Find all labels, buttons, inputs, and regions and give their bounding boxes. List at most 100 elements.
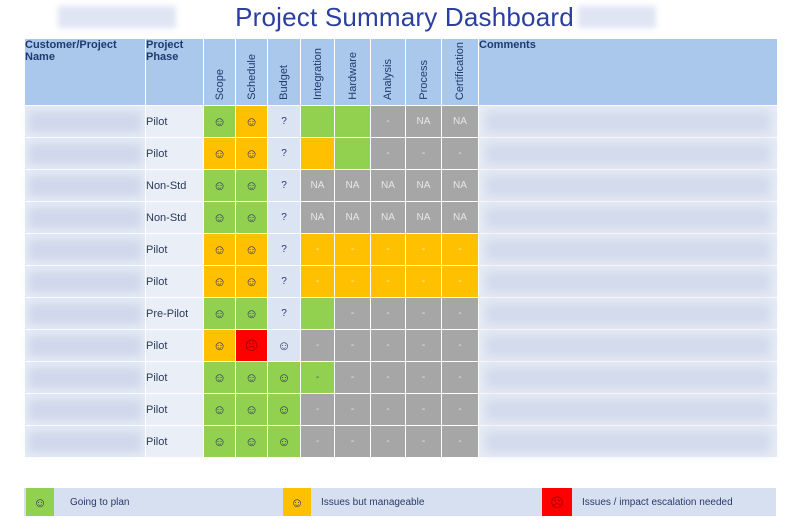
status-cell-budget: ? (267, 265, 301, 298)
comments-cell (478, 297, 778, 330)
smiley-face-icon: ☺ (212, 177, 227, 193)
status-cell-hardware: - (334, 265, 371, 298)
status-cell-integration: - (300, 361, 335, 394)
status-cell-process: - (405, 393, 442, 426)
table-row: Pilot ☺ ☺? - - - - - (24, 233, 778, 266)
status-text: - (421, 404, 426, 415)
status-cell-schedule: ☺ (235, 105, 268, 138)
phase-cell: Non-Std (145, 201, 204, 234)
redacted-logo-left (58, 6, 176, 28)
status-text: - (386, 340, 390, 351)
status-text: - (421, 436, 426, 447)
phase-cell: Pilot (145, 105, 204, 138)
redacted-text (485, 398, 771, 421)
header-schedule: Schedule (235, 38, 268, 106)
status-text: - (458, 372, 462, 383)
status-cell-scope: ☺ (203, 201, 236, 234)
status-cell-integration (300, 297, 335, 330)
redacted-text (29, 143, 141, 164)
customer-name-cell (24, 169, 146, 202)
status-text: - (386, 244, 390, 255)
status-text: NA (453, 180, 467, 191)
legend-label-issues-manageable: Issues but manageable (321, 496, 425, 508)
customer-name-cell (24, 265, 146, 298)
legend-label-going-to-plan: Going to plan (70, 496, 130, 508)
header-analysis: Analysis (370, 38, 406, 106)
smiley-face-icon: ☺ (277, 369, 291, 385)
status-cell-hardware: - (334, 425, 371, 458)
status-text: - (350, 404, 355, 415)
status-cell-process: - (405, 425, 442, 458)
redacted-text (29, 399, 141, 420)
status-cell-analysis: - (370, 425, 406, 458)
status-text: NA (381, 212, 395, 223)
comments-cell (478, 425, 778, 458)
header-comments: Comments (478, 38, 778, 106)
status-text: ? (281, 244, 287, 255)
phase-cell: Pilot (145, 393, 204, 426)
smiley-face-icon: ☺ (244, 401, 259, 417)
status-text: - (421, 308, 426, 319)
status-cell-budget: ? (267, 201, 301, 234)
smiley-face-icon: ☺ (212, 145, 227, 161)
status-text: NA (416, 116, 431, 127)
redacted-text (29, 431, 141, 452)
status-text: ? (281, 212, 287, 223)
smiley-face-icon: ☺ (212, 305, 227, 321)
status-text: NA (345, 180, 360, 191)
status-cell-hardware (334, 105, 371, 138)
status-text: - (458, 244, 462, 255)
status-text: ? (281, 116, 287, 127)
status-cell-analysis: NA (370, 201, 406, 234)
redacted-text (485, 238, 771, 261)
status-text: - (421, 340, 426, 351)
status-cell-hardware: - (334, 393, 371, 426)
status-cell-hardware (334, 137, 371, 170)
smiley-face-icon: ☺ (244, 113, 259, 129)
status-cell-process: - (405, 233, 442, 266)
phase-cell: Pre-Pilot (145, 297, 204, 330)
status-cell-process: NA (405, 201, 442, 234)
status-text: ? (281, 276, 287, 287)
customer-name-cell (24, 361, 146, 394)
status-text: - (315, 244, 320, 255)
status-text: - (350, 244, 355, 255)
status-cell-process: NA (405, 169, 442, 202)
redacted-text (485, 270, 771, 293)
status-text: ? (281, 308, 287, 319)
status-text: NA (310, 212, 325, 223)
header-budget: Budget (267, 38, 301, 106)
status-text: - (421, 148, 426, 159)
status-cell-scope: ☺ (203, 137, 236, 170)
status-cell-budget: ? (267, 105, 301, 138)
status-cell-process: - (405, 265, 442, 298)
status-cell-integration: - (300, 233, 335, 266)
legend: ☺ Going to plan ☺ Issues but manageable … (24, 488, 776, 516)
status-cell-scope: ☺ (203, 329, 236, 362)
status-cell-process: - (405, 361, 442, 394)
comments-cell (478, 201, 778, 234)
status-cell-certification: - (441, 233, 479, 266)
redacted-text (29, 335, 141, 356)
status-text: - (350, 372, 355, 383)
status-text: - (421, 244, 426, 255)
phase-cell: Non-Std (145, 169, 204, 202)
status-cell-scope: ☺ (203, 393, 236, 426)
status-cell-schedule: ☺ (235, 425, 268, 458)
page-title: Project Summary Dashboard (235, 2, 574, 32)
legend-swatch-yellow: ☺ (283, 488, 311, 516)
customer-name-cell (24, 329, 146, 362)
header-integration: Integration (300, 38, 335, 106)
table-row: Non-Std ☺ ☺? NA NA NA NA NA (24, 169, 778, 202)
redacted-text (29, 239, 141, 260)
status-text: NA (453, 212, 467, 223)
status-cell-budget: ? (267, 169, 301, 202)
status-cell-schedule: ☹ (235, 329, 268, 362)
redacted-text (29, 303, 141, 324)
smiley-face-icon: ☺ (33, 494, 47, 510)
status-cell-integration (300, 105, 335, 138)
status-cell-budget: ☺ (267, 425, 301, 458)
status-text: ? (281, 180, 287, 191)
smiley-face-icon: ☺ (212, 209, 227, 225)
status-cell-hardware: NA (334, 201, 371, 234)
